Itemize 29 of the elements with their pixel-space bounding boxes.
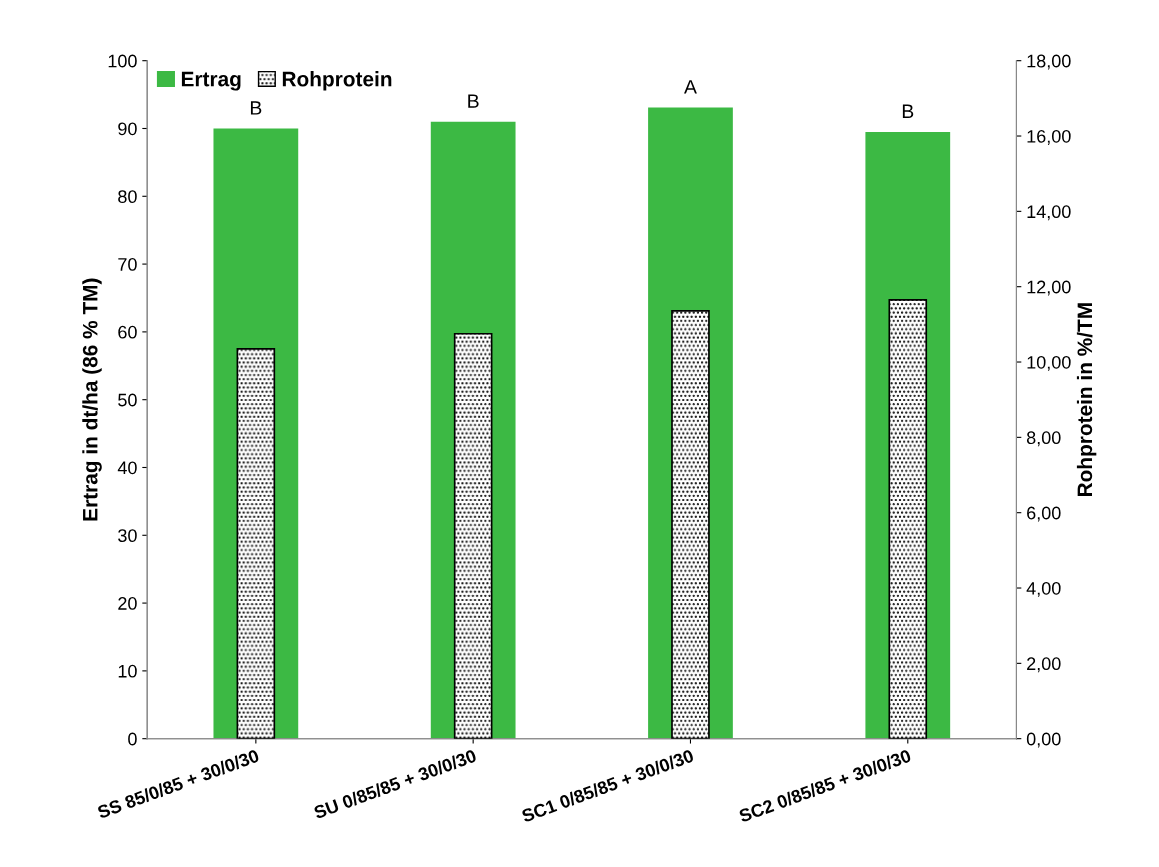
y-tick-label: 0 — [128, 732, 137, 746]
y2-tick-label: 10,00 — [1027, 355, 1071, 371]
y-axis-title: Ertrag in dt/ha (86 % TM) — [82, 278, 102, 521]
y2-tick-label: 2,00 — [1027, 657, 1061, 673]
y-tick-label: 30 — [118, 529, 137, 543]
y-tick-label: 10 — [118, 664, 137, 678]
y2-tick-label: 18,00 — [1027, 54, 1071, 70]
y-tick-label: 40 — [117, 461, 137, 475]
y-tick-label: 60 — [118, 325, 137, 339]
y2-tick-label: 8,00 — [1026, 431, 1061, 447]
y2-tick-label: 6,00 — [1027, 506, 1061, 522]
annotation: B — [250, 101, 262, 115]
y-tick-label: 100 — [108, 54, 137, 68]
y-tick-label: 90 — [118, 122, 137, 136]
y2-axis-title: Rohprotein in %/TM — [1076, 303, 1097, 497]
y-tick-label: 70 — [118, 258, 137, 271]
y-tick-label: 50 — [118, 393, 137, 407]
legend-label: Ertrag — [181, 71, 241, 91]
annotation: B — [902, 104, 914, 118]
y2-tick-label: 14,00 — [1027, 205, 1071, 221]
y-tick-label: 80 — [118, 190, 137, 204]
y2-tick-label: 16,00 — [1027, 129, 1071, 145]
y-tick-label: 20 — [118, 597, 137, 610]
annotation: B — [468, 94, 479, 108]
y2-tick-label: 12,00 — [1027, 280, 1071, 296]
annotation: A — [684, 80, 697, 94]
y2-tick-label: 4,00 — [1026, 581, 1061, 597]
legend-label: Rohprotein — [282, 71, 392, 91]
y2-tick-label: 0,00 — [1026, 732, 1061, 748]
